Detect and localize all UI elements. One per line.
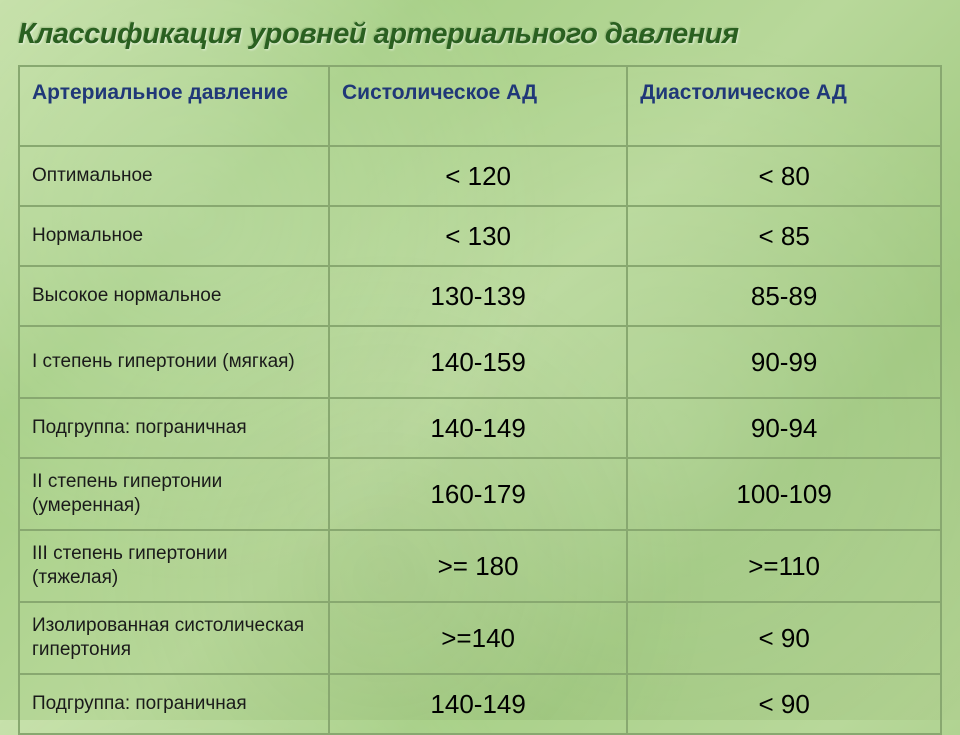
row-systolic: 140-159: [329, 326, 627, 398]
table-row: Нормальное< 130< 85: [19, 206, 941, 266]
page-title: Классификация уровней артериального давл…: [18, 18, 942, 51]
table-row: Оптимальное< 120< 80: [19, 146, 941, 206]
row-label: Высокое нормальное: [19, 266, 329, 326]
row-label: III степень гипертонии (тяжелая): [19, 530, 329, 602]
bp-classification-table: Артериальное давление Систолическое АД Д…: [18, 65, 942, 735]
table-row: II степень гипертонии (умеренная)160-179…: [19, 458, 941, 530]
row-label: Оптимальное: [19, 146, 329, 206]
row-label: Подгруппа: пограничная: [19, 398, 329, 458]
table-row: Высокое нормальное130-13985-89: [19, 266, 941, 326]
row-label: Подгруппа: пограничная: [19, 674, 329, 734]
table-row: Подгруппа: пограничная140-149< 90: [19, 674, 941, 734]
column-header-category: Артериальное давление: [19, 66, 329, 146]
row-label: I степень гипертонии (мягкая): [19, 326, 329, 398]
row-systolic: < 120: [329, 146, 627, 206]
table-row: III степень гипертонии (тяжелая)>= 180>=…: [19, 530, 941, 602]
row-systolic: >=140: [329, 602, 627, 674]
row-label: Нормальное: [19, 206, 329, 266]
row-systolic: 140-149: [329, 398, 627, 458]
row-diastolic: 100-109: [627, 458, 941, 530]
row-systolic: 140-149: [329, 674, 627, 734]
row-diastolic: < 80: [627, 146, 941, 206]
table-header-row: Артериальное давление Систолическое АД Д…: [19, 66, 941, 146]
row-label: Изолированная систолическая гипертония: [19, 602, 329, 674]
table-row: I степень гипертонии (мягкая)140-15990-9…: [19, 326, 941, 398]
row-systolic: >= 180: [329, 530, 627, 602]
row-diastolic: 85-89: [627, 266, 941, 326]
table-row: Изолированная систолическая гипертония>=…: [19, 602, 941, 674]
row-diastolic: < 85: [627, 206, 941, 266]
row-systolic: 130-139: [329, 266, 627, 326]
row-diastolic: >=110: [627, 530, 941, 602]
column-header-diastolic: Диастолическое АД: [627, 66, 941, 146]
row-label: II степень гипертонии (умеренная): [19, 458, 329, 530]
row-diastolic: < 90: [627, 674, 941, 734]
row-diastolic: 90-99: [627, 326, 941, 398]
column-header-systolic: Систолическое АД: [329, 66, 627, 146]
slide-container: Классификация уровней артериального давл…: [0, 0, 960, 735]
row-diastolic: < 90: [627, 602, 941, 674]
row-diastolic: 90-94: [627, 398, 941, 458]
table-row: Подгруппа: пограничная140-14990-94: [19, 398, 941, 458]
row-systolic: < 130: [329, 206, 627, 266]
table-body: Оптимальное< 120< 80Нормальное< 130< 85В…: [19, 146, 941, 734]
row-systolic: 160-179: [329, 458, 627, 530]
